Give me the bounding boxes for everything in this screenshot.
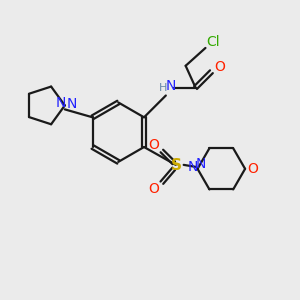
Text: H: H xyxy=(159,82,167,93)
Text: N: N xyxy=(56,96,66,110)
Text: O: O xyxy=(148,182,159,196)
Text: N: N xyxy=(67,98,77,111)
Text: N: N xyxy=(166,79,176,93)
Text: O: O xyxy=(148,138,159,152)
Text: S: S xyxy=(171,158,182,173)
Text: N: N xyxy=(188,160,198,174)
Text: Cl: Cl xyxy=(207,35,220,49)
Text: N: N xyxy=(195,157,206,171)
Text: O: O xyxy=(248,162,259,176)
Text: O: O xyxy=(214,60,225,74)
